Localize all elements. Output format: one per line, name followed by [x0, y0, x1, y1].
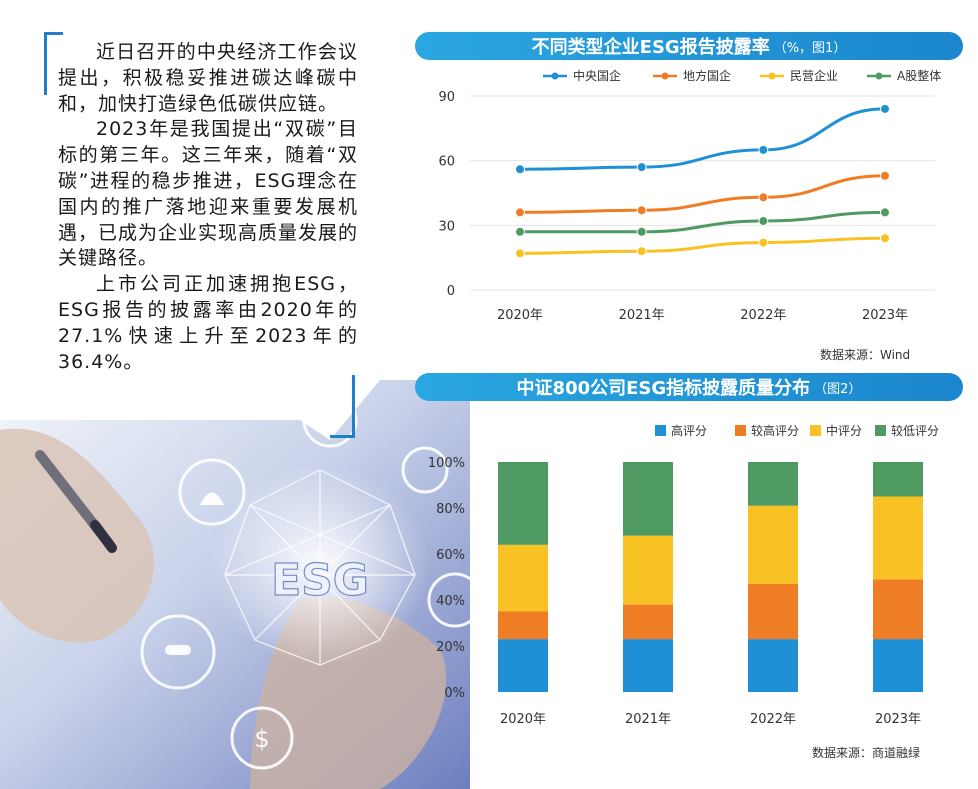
data-point	[515, 226, 525, 237]
x-tick-label: 2022年	[740, 308, 786, 323]
text-bracket-top	[44, 32, 63, 95]
x-tick-label: 2020年	[497, 308, 543, 323]
legend-label: 民营企业	[790, 68, 838, 83]
article-paragraph: 2023年是我国提出“双碳”目标的第三年。这三年来，随着“双碳”进程的稳步推进，…	[58, 118, 359, 270]
data-point	[636, 162, 647, 173]
bar-segment	[623, 604, 673, 640]
chart1-title: 不同类型企业ESG报告披露率	[531, 37, 770, 58]
x-tick-label: 2020年	[500, 712, 546, 727]
chart2-title: 中证800公司ESG指标披露质量分布	[516, 378, 811, 399]
article-paragraph: 近日召开的中央经济工作会议提出，积极稳妥推进碳达峰碳中和，加快打造绿色低碳供应链…	[58, 41, 358, 115]
bar-segment	[623, 639, 673, 692]
x-tick-label: 2021年	[625, 712, 671, 727]
data-point	[515, 207, 525, 218]
svg-text:$: $	[254, 725, 269, 753]
legend-swatch-dot	[661, 72, 669, 80]
data-point	[636, 246, 647, 257]
data-point	[880, 170, 890, 181]
y-tick-label: 80%	[436, 502, 465, 517]
series-line	[519, 107, 886, 171]
legend-label: 较高评分	[751, 423, 799, 438]
y-tick-label: 100%	[428, 456, 465, 471]
legend-swatch	[810, 425, 821, 436]
chart2-title-bar: 中证800公司ESG指标披露质量分布 （图2）	[415, 373, 963, 401]
data-point	[636, 205, 647, 216]
x-tick-label: 2023年	[875, 712, 921, 727]
data-point	[758, 237, 769, 248]
bar-segment	[623, 462, 673, 536]
series-line	[519, 174, 886, 214]
data-point	[636, 226, 647, 237]
legend-swatch	[735, 425, 746, 436]
x-tick-label: 2023年	[862, 308, 908, 323]
data-point	[880, 233, 890, 244]
x-tick-label: 2022年	[750, 712, 796, 727]
chart2-title-note: （图2）	[814, 381, 862, 397]
legend-item: 高评分	[655, 423, 707, 438]
bar-segment	[873, 639, 923, 692]
bar-segment	[748, 583, 798, 640]
legend-swatch	[875, 425, 886, 436]
data-point	[758, 144, 769, 155]
chart2-source: 数据来源：商道融绿	[812, 746, 921, 760]
y-tick-label: 90	[438, 90, 455, 105]
chart1-source: 数据来源：Wind	[820, 348, 911, 362]
bar-segment	[498, 611, 548, 640]
bar-segment	[498, 639, 548, 692]
legend-label: A股整体	[897, 68, 941, 83]
bar-segment	[873, 462, 923, 497]
legend-swatch	[655, 425, 666, 436]
stacked-bar-chart: 0% 20% 40% 60% 80% 100% 2020年 2021年 2022年 2023年 高评…	[428, 423, 939, 727]
article-text: 近日召开的中央经济工作会议提出，积极稳妥推进碳达峰碳中和，加快打造绿色低碳供应链…	[58, 40, 358, 375]
data-point	[515, 248, 525, 259]
chart1-title-note: （%，图1）	[773, 40, 847, 56]
line-chart: 0 30 60 90 2020年 2021年 2022年 2023年 中央国企 地方国企 民营企业 A…	[438, 68, 941, 323]
legend-swatch-dot	[551, 72, 559, 80]
legend-item: 中评分	[810, 423, 862, 438]
data-point	[758, 192, 769, 203]
legend-label: 地方国企	[683, 68, 731, 83]
data-point	[758, 216, 769, 227]
y-tick-label: 40%	[436, 594, 465, 609]
x-tick-label: 2021年	[619, 308, 665, 323]
data-point	[515, 164, 525, 175]
legend-label: 中央国企	[573, 68, 621, 83]
y-tick-label: 0%	[444, 686, 465, 701]
legend-label: 中评分	[826, 423, 862, 438]
bar-segment	[748, 462, 798, 506]
chart1-title-bar: 不同类型企业ESG报告披露率 （%，图1）	[415, 32, 963, 60]
legend-label: 高评分	[671, 423, 707, 438]
y-tick-label: 0	[447, 284, 455, 299]
bar-segment	[498, 544, 548, 612]
legend-swatch-dot	[875, 72, 883, 80]
article-paragraph: 上市公司正加速拥抱ESG，ESG报告的披露率由2020年的27.1%快速上升至2…	[58, 273, 358, 373]
bar-segment	[623, 535, 673, 605]
bar-segment	[748, 505, 798, 584]
legend-item: 中央国企	[543, 68, 621, 83]
legend-label: 较低评分	[891, 423, 939, 438]
legend-item: A股整体	[867, 68, 941, 83]
legend-item: 较低评分	[875, 423, 939, 438]
y-tick-label: 30	[438, 219, 455, 234]
bar-segment	[748, 639, 798, 692]
data-point	[880, 207, 890, 218]
bar-segment	[873, 579, 923, 640]
y-tick-label: 60%	[436, 548, 465, 563]
data-point	[880, 103, 890, 114]
legend-item: 较高评分	[735, 423, 799, 438]
y-tick-label: 20%	[436, 640, 465, 655]
series-line	[519, 236, 886, 255]
bar-segment	[873, 496, 923, 580]
series-line	[520, 210, 886, 234]
legend-item: 民营企业	[760, 68, 838, 83]
y-tick-label: 60	[438, 155, 455, 170]
bar-segment	[498, 462, 548, 545]
legend-swatch-dot	[768, 72, 776, 80]
esg-center-text: ESG	[271, 555, 369, 606]
text-bracket-bottom	[330, 375, 355, 438]
legend-item: 地方国企	[653, 68, 731, 83]
